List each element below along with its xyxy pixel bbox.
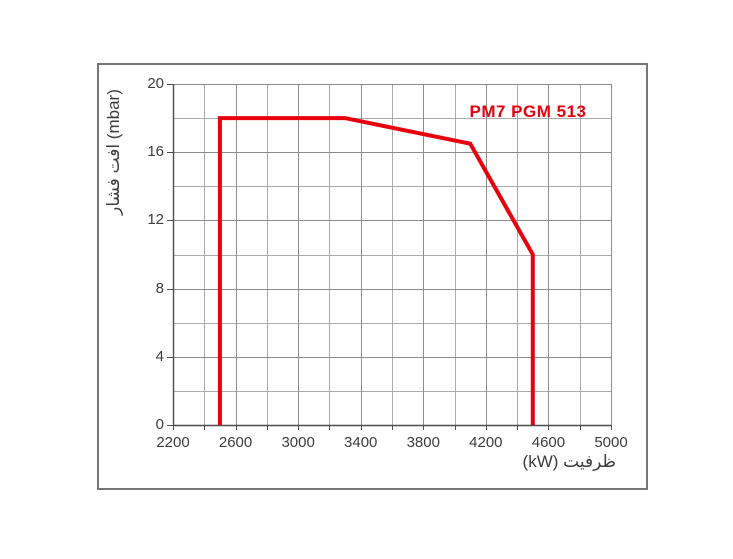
x-tick-label: 2600 bbox=[218, 434, 253, 451]
axis-ticks bbox=[167, 84, 612, 430]
x-axis-label: ظرفیت (kW) bbox=[522, 452, 616, 471]
y-tick-label: 4 bbox=[155, 347, 164, 365]
y-tick-label: 0 bbox=[155, 416, 164, 433]
gridlines-minor bbox=[173, 84, 611, 425]
y-tick-label: 16 bbox=[147, 143, 164, 161]
working-field-curve bbox=[217, 116, 535, 425]
chart-title: PM7 PGM 513 bbox=[469, 102, 587, 121]
x-tick-label: 3000 bbox=[281, 434, 315, 451]
x-tick-label: 2200 bbox=[156, 434, 190, 451]
x-tick-label: 3400 bbox=[344, 434, 378, 451]
chart-frame bbox=[97, 63, 648, 490]
y-axis-label: افت فشار (mbar) bbox=[104, 89, 123, 215]
y-tick-label: 20 bbox=[147, 75, 164, 92]
x-tick-label: 4200 bbox=[469, 434, 503, 451]
x-tick-label: 3800 bbox=[406, 434, 440, 451]
x-tick-label: 4600 bbox=[531, 434, 566, 451]
y-tick-label: 8 bbox=[155, 279, 164, 297]
y-tick-label: 12 bbox=[147, 211, 164, 229]
axis-lines bbox=[172, 84, 611, 427]
gridlines-major bbox=[173, 84, 612, 425]
series bbox=[217, 116, 535, 425]
x-tick-label: 5000 bbox=[594, 434, 628, 451]
